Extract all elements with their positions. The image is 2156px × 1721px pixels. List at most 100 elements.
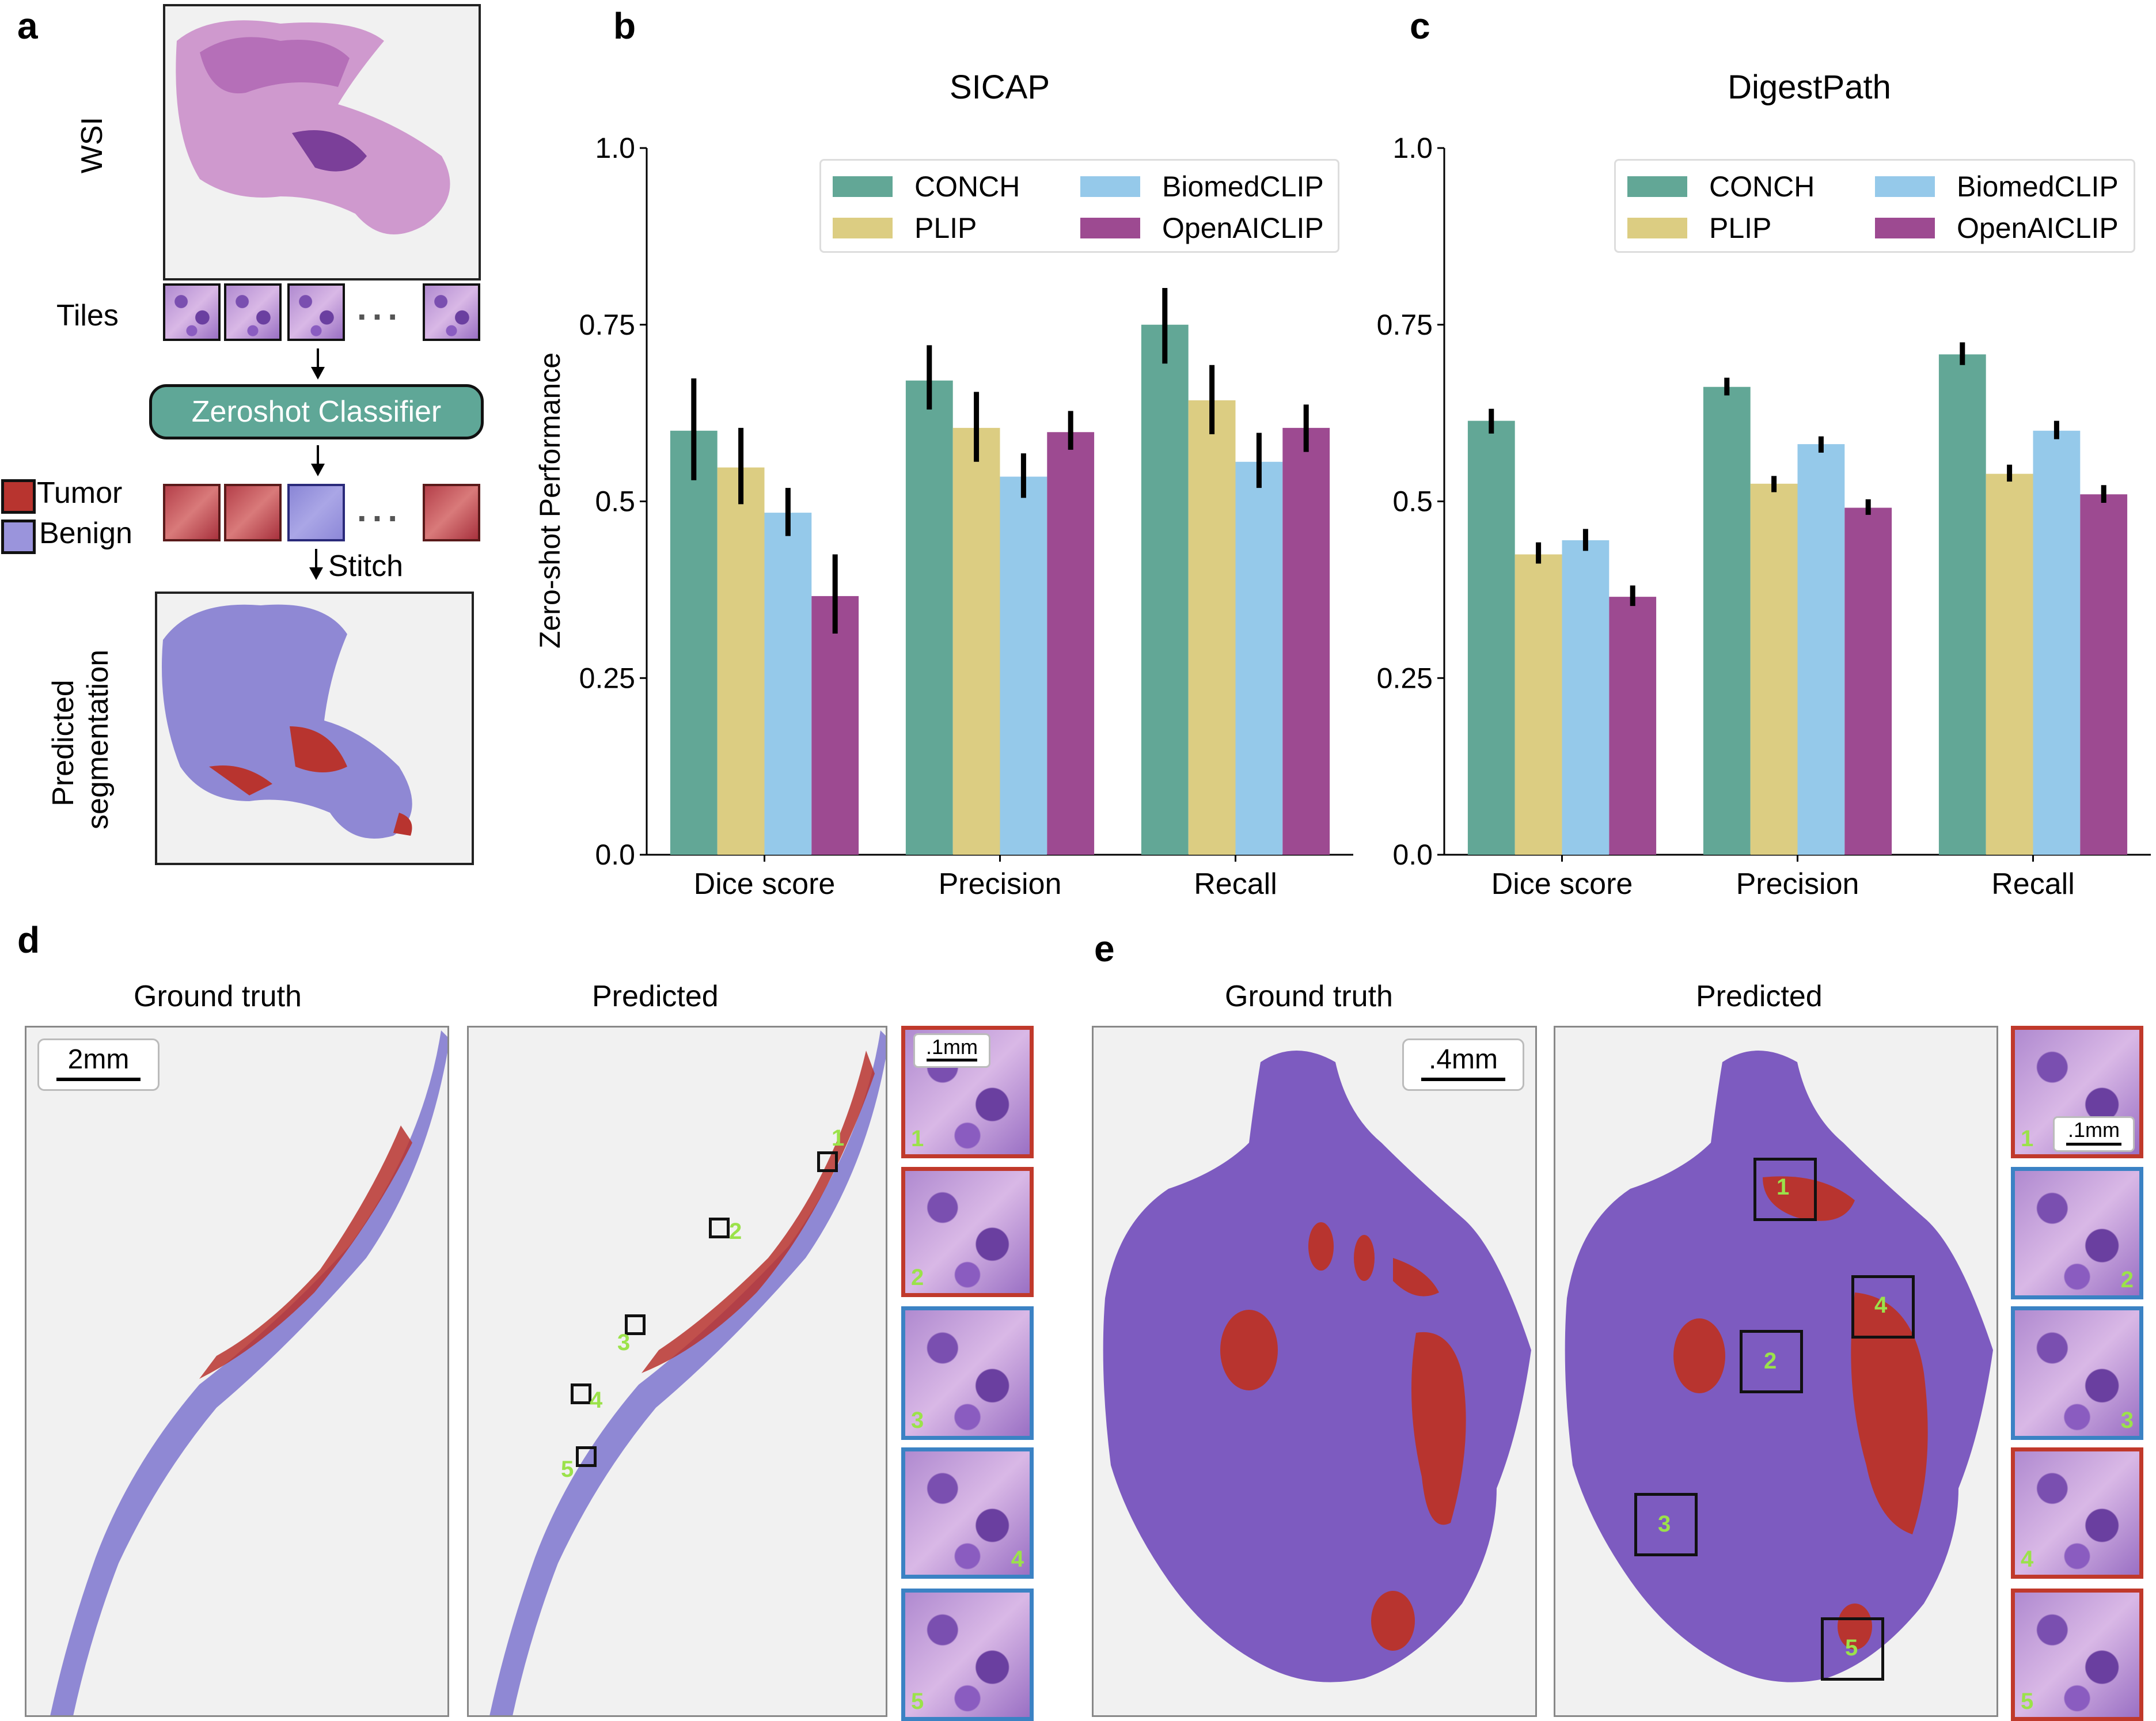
panel-a-letter: a <box>17 5 38 47</box>
x-tick-label: Recall <box>1194 867 1277 901</box>
chart-b-legend: CONCH PLIP BiomedCLIP OpenAICLIP <box>819 159 1339 253</box>
panel-d-ground-truth-title: Ground truth <box>134 980 302 1013</box>
bar-conch <box>1703 386 1751 855</box>
panel-c-letter: c <box>1410 5 1430 47</box>
panel-e-inset-2: 2 <box>2011 1167 2143 1299</box>
tumor-legend-swatch <box>1 479 36 514</box>
bar-conch <box>1938 354 1986 855</box>
region-marker-number: 1 <box>1777 1174 1790 1200</box>
inset-number: 4 <box>2021 1546 2034 1572</box>
bar-openaiclip <box>1844 507 1892 855</box>
benign-legend-swatch <box>1 520 36 554</box>
tile-image <box>224 283 282 341</box>
inset-number: 3 <box>911 1408 924 1433</box>
predicted-segmentation-image <box>155 592 474 865</box>
panel-d-ground-truth-image: 2mm <box>25 1026 449 1717</box>
panel-e-predicted-title: Predicted <box>1696 980 1823 1013</box>
colon-tissue-graphic <box>1103 1051 1531 1682</box>
classified-tile-benign <box>287 484 345 541</box>
bar-plip <box>1750 483 1798 855</box>
chart-c-title: DigestPath <box>1728 69 1891 106</box>
tiles-label: Tiles <box>56 299 119 332</box>
panel-d-scale-bar: 2mm <box>37 1038 160 1091</box>
x-tick-label: Dice score <box>1491 867 1633 901</box>
inset-number: 5 <box>2021 1689 2034 1714</box>
predicted-segmentation-label: Predicted segmentation <box>46 649 115 829</box>
down-arrow-icon <box>311 348 325 380</box>
down-arrow-icon <box>311 445 325 476</box>
x-tick-label: Dice score <box>694 867 836 901</box>
bar-biomedclip <box>1235 461 1283 855</box>
y-tick-label: 0.5 <box>1392 486 1433 518</box>
y-tick-label: 0.25 <box>579 662 635 694</box>
inset-number: 2 <box>2120 1267 2134 1292</box>
y-tick-label: 0.5 <box>595 486 635 518</box>
region-marker-1 <box>817 1151 838 1172</box>
bar-conch <box>905 380 953 855</box>
bar-biomedclip <box>2033 430 2081 855</box>
y-tick-label: 0.0 <box>1392 839 1433 871</box>
legend-swatch <box>1627 218 1687 238</box>
panel-d-inset-2: 2 <box>901 1167 1034 1297</box>
panel-d-predicted-title: Predicted <box>592 980 719 1013</box>
region-marker-number: 2 <box>729 1219 742 1244</box>
stitch-label: Stitch <box>328 549 404 583</box>
legend-swatch <box>1875 176 1935 197</box>
panel-e-predicted-image: 1 2 3 4 5 <box>1554 1026 1998 1717</box>
region-marker-5 <box>576 1446 597 1467</box>
classified-tile-tumor <box>163 484 221 541</box>
down-arrow-icon <box>309 549 323 580</box>
bar-openaiclip <box>1609 597 1657 855</box>
y-tick-label: 0.25 <box>1377 662 1433 694</box>
bar-openaiclip <box>811 596 859 855</box>
bar-plip <box>1514 554 1562 855</box>
region-marker-2 <box>709 1218 730 1238</box>
bar-plip <box>952 427 1000 855</box>
legend-label: BiomedCLIP <box>1162 170 1324 203</box>
bar-biomedclip <box>1797 444 1845 855</box>
x-tick-label: Recall <box>1991 867 2075 901</box>
y-tick-label: 0.75 <box>579 309 635 341</box>
chart-b-svg: 0.0 0.25 0.5 0.75 1.0 Dice score Precision Reca… <box>579 132 1353 901</box>
legend-item-biomedclip: BiomedCLIP <box>1080 170 1324 203</box>
scale-bar-line <box>56 1078 141 1081</box>
segmentation-label-line2: segmentation <box>81 649 115 829</box>
scale-bar-label: .1mm <box>926 1035 978 1059</box>
region-marker-number: 1 <box>832 1125 845 1151</box>
classified-tile-tumor <box>423 484 480 541</box>
bar-plip <box>1986 473 2033 855</box>
legend-item-plip: PLIP <box>1627 211 1771 245</box>
chart-b-title: SICAP <box>949 69 1050 106</box>
wsi-label: WSI <box>75 116 109 174</box>
legend-swatch <box>833 218 893 238</box>
legend-label: CONCH <box>1709 170 1815 203</box>
bar-openaiclip <box>1047 432 1095 855</box>
region-marker-3 <box>1634 1493 1698 1556</box>
bar-biomedclip <box>1562 540 1610 855</box>
scale-bar-label: .1mm <box>2068 1118 2120 1142</box>
legend-label: CONCH <box>914 170 1020 203</box>
legend-item-openaiclip: OpenAICLIP <box>1875 211 2119 245</box>
needle-biopsy-graphic <box>489 1030 886 1715</box>
panel-e-inset-5: 5 <box>2011 1589 2143 1721</box>
region-marker-number: 3 <box>617 1330 631 1355</box>
legend-label: PLIP <box>914 212 977 244</box>
scale-bar-line <box>1421 1078 1505 1081</box>
panel-e-ground-truth-image: .4mm <box>1092 1026 1537 1717</box>
region-marker-5 <box>1821 1617 1884 1681</box>
colon-tissue-graphic <box>1565 1051 1993 1682</box>
panel-e-ground-truth-title: Ground truth <box>1225 980 1393 1013</box>
bar-plip <box>1188 400 1236 855</box>
inset-number: 4 <box>1011 1546 1024 1572</box>
legend-swatch <box>833 176 893 197</box>
region-marker-1 <box>1753 1158 1817 1221</box>
wsi-image <box>163 4 481 280</box>
classified-tiles-ellipsis: ... <box>357 490 404 529</box>
inset-number: 1 <box>2021 1126 2034 1151</box>
scale-bar-label: .4mm <box>1429 1044 1498 1075</box>
legend-item-conch: CONCH <box>1627 170 1815 203</box>
wsi-tissue-graphic <box>176 20 450 235</box>
legend-item-openaiclip: OpenAICLIP <box>1080 211 1324 245</box>
segmentation-tissue-graphic <box>162 604 412 839</box>
panel-e-letter: e <box>1094 928 1115 969</box>
